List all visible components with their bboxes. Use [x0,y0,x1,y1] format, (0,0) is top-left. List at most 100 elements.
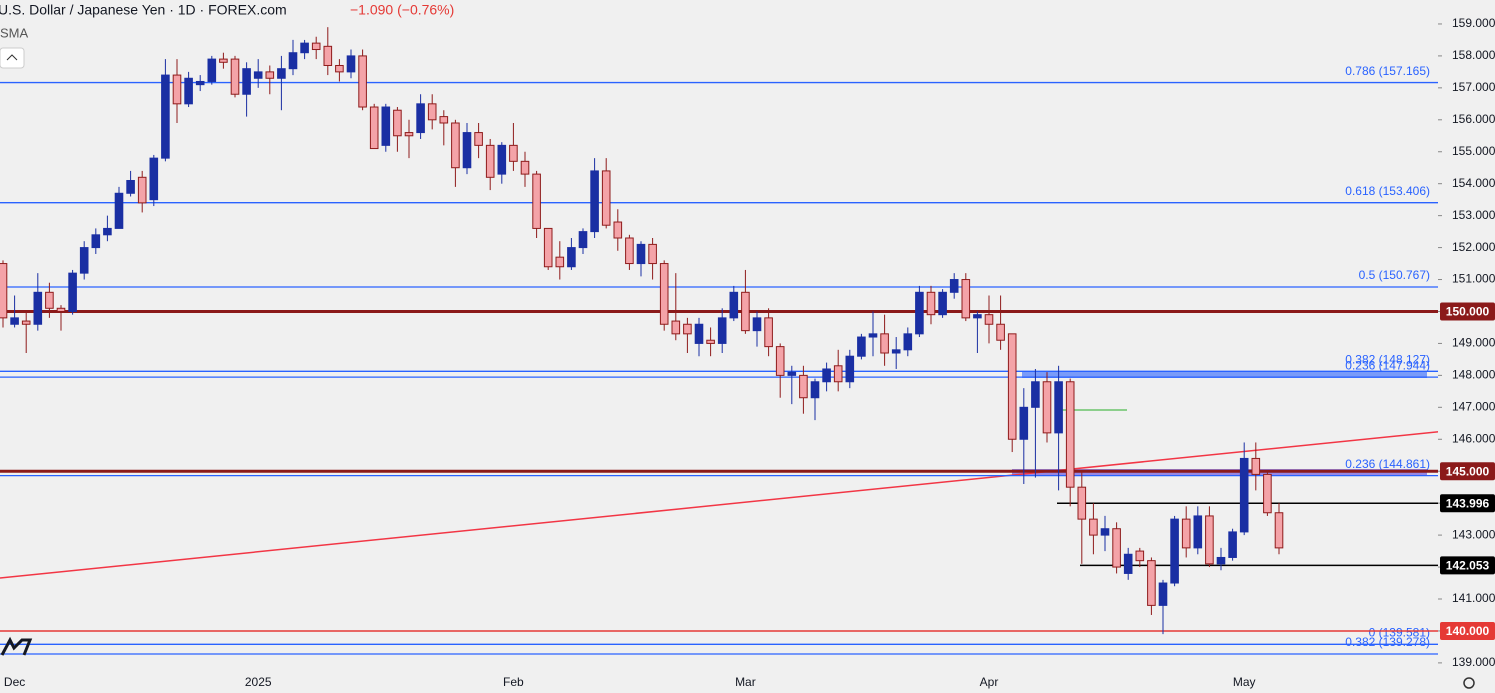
y-tick-label: 157.000 [1452,80,1495,94]
y-tick-label: 159.000 [1452,16,1495,30]
price-tag [1440,494,1495,513]
candle-body [996,323,1005,341]
candle-body [358,55,367,108]
candle-body [1170,518,1179,584]
candle-body [1019,406,1029,440]
candle-body [369,106,379,150]
candle-body [532,173,541,229]
candle-body [1147,560,1156,606]
candle-body [1123,553,1133,574]
candle-body [822,368,831,383]
y-tick-label: 154.000 [1452,176,1495,190]
candle-body [1112,528,1121,568]
candle-body [149,157,159,201]
candle-body [103,227,112,236]
price-tag [1440,556,1495,575]
candle-body [1193,515,1203,549]
price-tag-label: 140.000 [1446,624,1490,638]
candle-body [810,381,820,399]
candle-body [926,291,936,316]
candle-body [230,58,240,95]
candle-body [868,333,878,338]
candle-body [242,68,251,95]
candle-body [219,58,228,63]
candle-body [752,317,762,332]
fib-label: 0.382 (148.127) [1345,352,1430,366]
candle-body [114,192,124,229]
chart-title: U.S. Dollar / Japanese Yen · 1D · FOREX.… [0,2,287,18]
candle-body [416,103,425,134]
zone [1022,371,1427,378]
y-tick-label: 147.000 [1452,399,1495,413]
candle-body [938,291,947,316]
fib-label: 0.236 (147.944) [1345,358,1430,372]
y-tick-label: 143.000 [1452,527,1495,541]
fib-label: 0.382 (139.278) [1345,635,1430,649]
y-tick-label: 153.000 [1452,208,1495,222]
candle-body [706,339,715,344]
candle-body [33,291,43,325]
chevron [6,54,18,61]
candle-body [636,243,646,265]
candle-body [775,346,785,376]
candle-body [393,109,402,137]
candle-body [497,144,507,175]
candle-body [45,291,54,309]
candle-body [126,179,135,194]
y-tick-label: 148.000 [1452,368,1495,382]
candle-body [0,263,8,319]
candle-body [265,71,275,79]
candle-body [1077,486,1087,520]
candle-body [1100,528,1110,536]
price-tag-label: 145.000 [1446,464,1490,478]
candle-body [68,272,77,312]
candle-body [857,336,866,357]
candle-body [79,247,89,274]
fib-label: 0.5 (150.767) [1359,268,1430,282]
candle-body [1239,457,1249,533]
candle-body [184,77,193,105]
candle-body [21,320,31,325]
collapse-button[interactable] [0,47,25,69]
y-tick-label: 158.000 [1452,48,1495,62]
candle-body [91,234,101,249]
candle-body [288,52,298,70]
y-axis-area [1438,0,1495,693]
candle-body [1042,381,1052,434]
candle-body [613,221,623,239]
x-tick-label: Feb [503,675,524,689]
y-tick-label: 149.000 [1452,336,1495,350]
candle-body [439,116,449,124]
candle-body [1216,556,1226,565]
candle-body [984,314,994,325]
y-tick-label: 152.000 [1452,240,1495,254]
candle-body [567,247,576,268]
candle-body [659,263,669,325]
candle-body [787,371,797,376]
candle-body [845,355,855,383]
fib-label: 0.786 (157.165) [1345,64,1430,78]
candle-body [671,320,681,335]
price-tag-label: 150.000 [1446,305,1490,319]
candle-body [427,103,437,121]
price-tag [1440,302,1495,321]
y-tick-label: 139.000 [1452,655,1495,669]
candle-body [1263,473,1272,514]
candle-body [833,365,843,383]
y-tick-label: 146.000 [1452,431,1495,445]
candle-body [1065,381,1075,488]
candle-body [961,279,971,319]
candle-body [311,42,321,51]
candle-body [207,58,217,82]
candle-body [601,170,611,226]
candle-body [949,279,959,293]
candle-body [520,160,530,175]
candle-body [1054,381,1063,434]
candle-body [648,243,657,265]
candle-body [277,68,286,79]
candle-body [915,291,924,335]
settings-icon[interactable] [1463,677,1475,689]
logo [0,636,33,656]
candle-body [891,349,901,354]
